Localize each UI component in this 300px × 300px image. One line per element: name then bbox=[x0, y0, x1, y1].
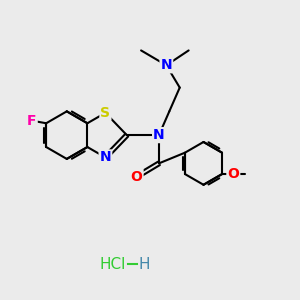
Text: O: O bbox=[227, 167, 239, 181]
Text: S: S bbox=[100, 106, 110, 120]
Text: N: N bbox=[100, 150, 111, 164]
Text: H: H bbox=[139, 257, 150, 272]
Text: O: O bbox=[131, 170, 142, 184]
Text: N: N bbox=[160, 58, 172, 72]
Text: N: N bbox=[153, 128, 165, 142]
Text: F: F bbox=[27, 114, 37, 128]
Text: HCl: HCl bbox=[100, 257, 126, 272]
